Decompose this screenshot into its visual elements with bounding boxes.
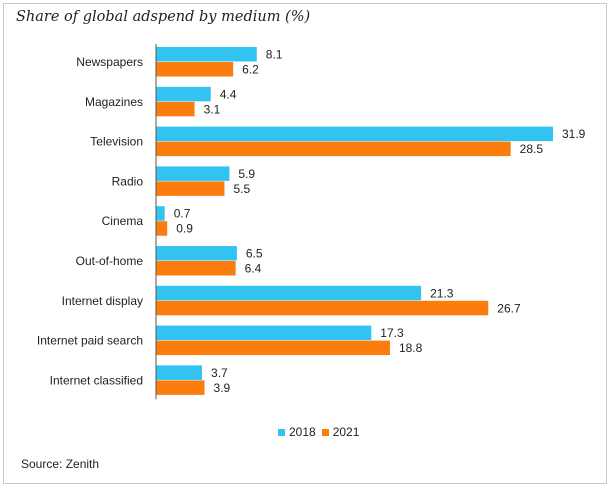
value-label-newspapers-2021: 6.2 (242, 63, 259, 77)
value-label-internet-display-2021: 26.7 (497, 301, 521, 315)
bar-out-of-home-2021 (156, 261, 236, 276)
value-label-internet-display-2018: 21.3 (430, 286, 454, 300)
legend-swatch-2021 (321, 428, 329, 436)
value-label-television-2018: 31.9 (562, 127, 586, 141)
legend-label-2018: 2018 (289, 425, 316, 439)
bar-newspapers-2021 (156, 62, 234, 77)
bar-radio-2021 (156, 181, 225, 196)
value-label-cinema-2018: 0.7 (174, 207, 191, 221)
bars (156, 47, 553, 395)
bar-magazines-2021 (156, 101, 195, 117)
bar-radio-2018 (156, 166, 230, 181)
bar-television-2021 (156, 141, 511, 157)
value-label-out-of-home-2018: 6.5 (246, 247, 263, 261)
category-labels: Newspapers Magazines Television Radio Cinema… (37, 55, 143, 387)
value-label-radio-2018: 5.9 (238, 167, 255, 181)
bar-internet-paid-search-2021 (156, 340, 390, 356)
value-labels: 8.1 6.2 4.43.1 31.9 28.5 5.95.5 0.70.9 6.56.4 21… (174, 48, 586, 395)
legend-label-2021: 2021 (332, 425, 360, 439)
bar-internet-display-2021 (156, 300, 489, 316)
category-label-newspapers: Newspapers (76, 55, 143, 69)
category-label-internet-display: Internet display (62, 294, 143, 308)
bar-magazines-2018 (156, 86, 211, 102)
category-label-cinema: Cinema (102, 214, 144, 228)
legend: 2018 2021 (278, 424, 365, 440)
value-label-internet-paid-search-2018: 17.3 (380, 326, 404, 340)
bar-internet-display-2018 (156, 285, 422, 301)
value-label-magazines-2018: 4.4 (220, 87, 237, 101)
chart-frame (3, 3, 607, 484)
bar-internet-paid-search-2018 (156, 325, 372, 341)
value-label-internet-paid-search-2021: 18.8 (399, 341, 423, 355)
bar-cinema-2018 (156, 206, 165, 221)
category-label-out-of-home: Out-of-home (76, 254, 144, 268)
bar-internet-classified-2018 (156, 365, 203, 380)
value-label-magazines-2021: 3.1 (204, 102, 221, 116)
legend-item-2018: 2018 (278, 425, 316, 439)
legend-item-2021: 2021 (321, 425, 360, 439)
bar-cinema-2021 (156, 221, 168, 236)
bar-internet-classified-2021 (156, 380, 205, 395)
value-label-cinema-2021: 0.9 (176, 222, 193, 236)
category-label-internet-paid-search: Internet paid search (37, 334, 143, 348)
category-label-internet-classified: Internet classified (50, 373, 143, 387)
value-label-newspapers-2018: 8.1 (266, 48, 283, 62)
legend-swatch-2018 (278, 428, 285, 436)
bar-out-of-home-2018 (156, 246, 237, 261)
value-label-internet-classified-2021: 3.9 (214, 381, 231, 395)
value-label-television-2021: 28.5 (520, 142, 544, 156)
category-label-radio: Radio (112, 174, 144, 188)
category-label-magazines: Magazines (85, 95, 143, 109)
value-label-out-of-home-2021: 6.4 (245, 262, 262, 276)
source-note: Source: Zenith (21, 457, 100, 471)
bar-television-2018 (156, 126, 553, 142)
category-label-television: Television (90, 135, 143, 149)
bar-newspapers-2018 (156, 47, 257, 62)
value-label-internet-classified-2018: 3.7 (211, 366, 228, 380)
chart-title: Share of global adspend by medium (%) (16, 9, 311, 25)
value-label-radio-2021: 5.5 (233, 182, 250, 196)
